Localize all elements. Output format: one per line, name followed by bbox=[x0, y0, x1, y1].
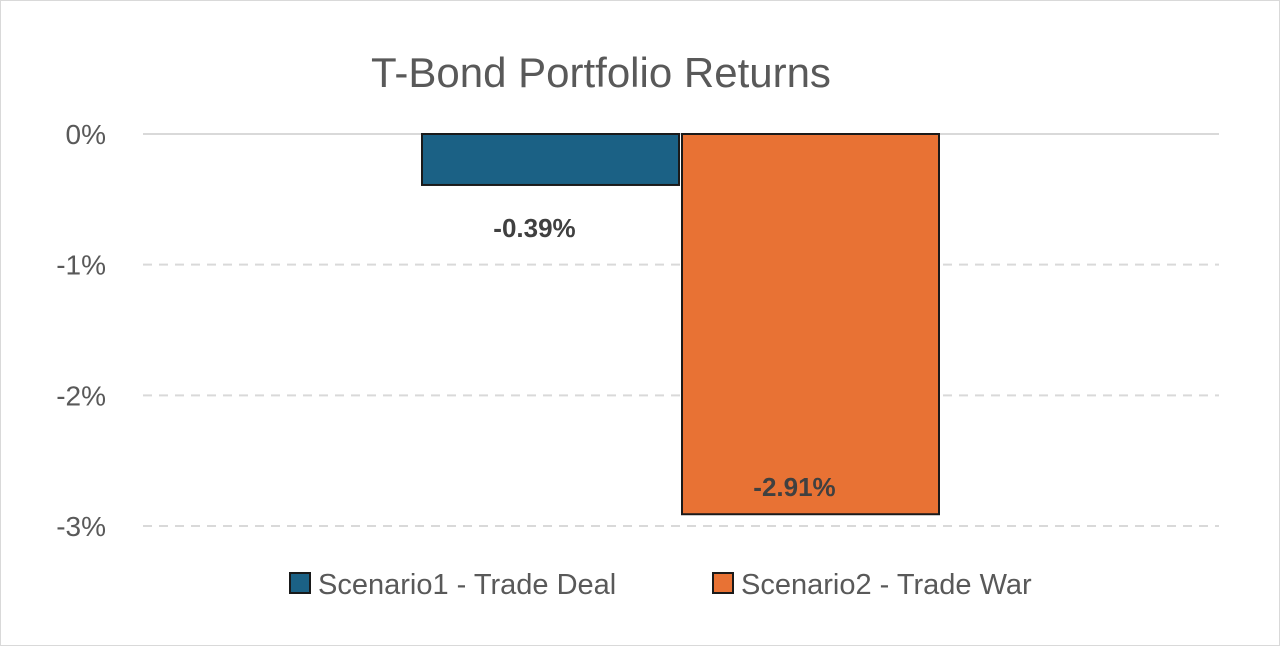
legend-swatch-series-1 bbox=[289, 572, 311, 594]
legend: Scenario1 - Trade Deal Scenario2 - Trade … bbox=[289, 569, 1032, 601]
chart-title: T-Bond Portfolio Returns bbox=[371, 49, 831, 96]
bar-series-2 bbox=[681, 133, 940, 516]
legend-label-series-2: Scenario2 - Trade War bbox=[741, 569, 1032, 601]
y-tick-label: -1% bbox=[56, 250, 106, 281]
y-tick-label: -3% bbox=[56, 511, 106, 542]
bars bbox=[421, 133, 940, 516]
legend-swatch-series-2 bbox=[712, 572, 734, 594]
y-axis-ticks: 0% -1% -2% -3% bbox=[56, 119, 106, 542]
y-tick-label: 0% bbox=[66, 119, 106, 150]
data-labels: -0.39% -2.91% bbox=[493, 213, 835, 502]
bar-series-1 bbox=[421, 133, 680, 186]
legend-label-series-1: Scenario1 - Trade Deal bbox=[318, 569, 616, 601]
y-tick-label: -2% bbox=[56, 380, 106, 411]
data-label-series-2: -2.91% bbox=[753, 472, 835, 502]
data-label-series-1: -0.39% bbox=[493, 213, 575, 243]
